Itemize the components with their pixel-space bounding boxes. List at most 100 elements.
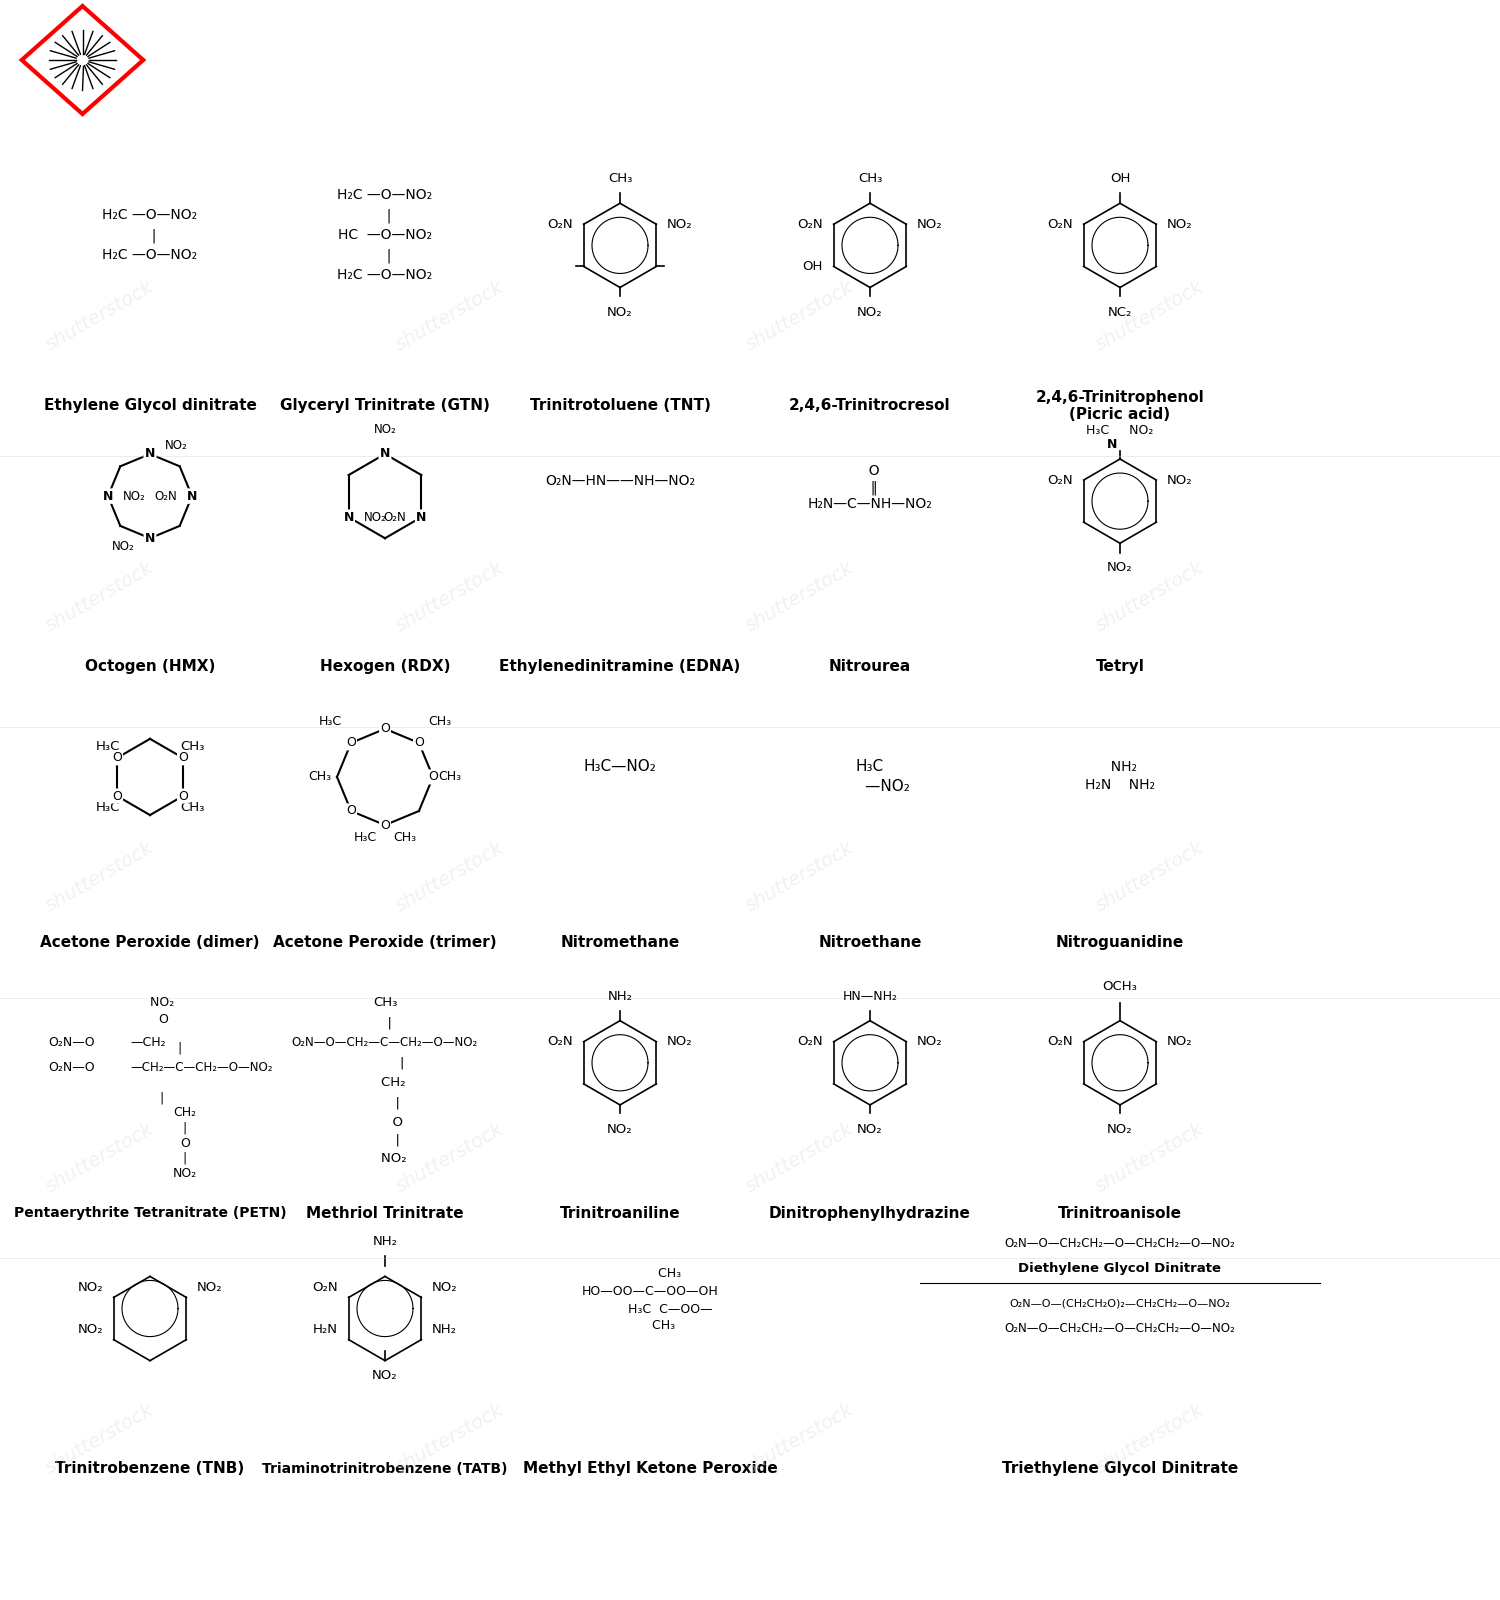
Text: NO₂: NO₂ xyxy=(856,1123,883,1136)
Text: Octogen (HMX): Octogen (HMX) xyxy=(86,659,214,674)
Text: —CH₂: —CH₂ xyxy=(130,1037,165,1050)
Text: NO₂: NO₂ xyxy=(196,1282,222,1294)
Text: H₂N—C—NH—NO₂: H₂N—C—NH—NO₂ xyxy=(807,498,933,510)
Text: O: O xyxy=(346,805,355,818)
Text: |: | xyxy=(366,1056,404,1069)
Text: NO₂: NO₂ xyxy=(1167,474,1192,486)
Text: Nitromethane: Nitromethane xyxy=(561,934,680,950)
Text: NO₂: NO₂ xyxy=(363,1152,407,1165)
Text: NO₂: NO₂ xyxy=(78,1282,104,1294)
Text: O₂N: O₂N xyxy=(312,1282,338,1294)
Polygon shape xyxy=(21,6,144,114)
Text: N: N xyxy=(416,510,426,523)
Text: shutterstock: shutterstock xyxy=(393,277,507,354)
Text: Acetone Peroxide (dimer): Acetone Peroxide (dimer) xyxy=(40,934,260,950)
Text: H₂N: H₂N xyxy=(314,1323,338,1336)
Text: HC  —O—NO₂: HC —O—NO₂ xyxy=(338,229,432,242)
Text: CH₂: CH₂ xyxy=(364,1077,405,1090)
Text: O₂N: O₂N xyxy=(154,490,177,502)
Text: N: N xyxy=(344,510,354,523)
Text: Nitroethane: Nitroethane xyxy=(819,934,921,950)
Text: O₂N: O₂N xyxy=(1047,1035,1072,1048)
Text: Triaminotrinitrobenzene (TATB): Triaminotrinitrobenzene (TATB) xyxy=(262,1462,507,1475)
Text: shutterstock: shutterstock xyxy=(1092,277,1208,354)
Text: IMAGE ID: 332624711: IMAGE ID: 332624711 xyxy=(1275,1550,1412,1563)
Text: shutterstock: shutterstock xyxy=(1092,1400,1208,1477)
Text: NO₂: NO₂ xyxy=(916,1035,942,1048)
Text: www.shutterstock.com: www.shutterstock.com xyxy=(1275,1578,1418,1592)
Text: |: | xyxy=(370,1133,400,1147)
Text: shutterstock: shutterstock xyxy=(742,277,858,354)
Text: HN—NH₂: HN—NH₂ xyxy=(843,990,897,1003)
Text: O: O xyxy=(414,736,424,749)
Text: ‖: ‖ xyxy=(862,482,877,496)
Text: NH₂: NH₂ xyxy=(608,990,633,1003)
Text: H₃C: H₃C xyxy=(318,715,342,728)
Text: CH₃: CH₃ xyxy=(608,173,631,186)
Text: NO₂: NO₂ xyxy=(668,1035,693,1048)
Text: H₂C —O—NO₂: H₂C —O—NO₂ xyxy=(338,269,432,283)
Text: H₂C —O—NO₂: H₂C —O—NO₂ xyxy=(102,248,198,262)
Text: NO₂: NO₂ xyxy=(608,306,633,318)
Text: H₂C —O—NO₂: H₂C —O—NO₂ xyxy=(338,189,432,202)
Text: O: O xyxy=(380,722,390,736)
Text: O₂N: O₂N xyxy=(1047,218,1072,230)
Text: shutterstock: shutterstock xyxy=(42,558,158,635)
Text: Ethylenedinitramine (EDNA): Ethylenedinitramine (EDNA) xyxy=(500,659,741,674)
Text: NO₂: NO₂ xyxy=(1107,562,1132,574)
Text: Triethylene Glycol Dinitrate: Triethylene Glycol Dinitrate xyxy=(1002,1461,1238,1477)
Text: O₂N: O₂N xyxy=(798,1035,824,1048)
Text: O₂N—O—(CH₂CH₂O)₂—CH₂CH₂—O—NO₂: O₂N—O—(CH₂CH₂O)₂—CH₂CH₂—O—NO₂ xyxy=(1010,1299,1230,1309)
Text: O: O xyxy=(180,1136,190,1149)
Text: shutterstock: shutterstock xyxy=(742,838,858,915)
Text: NC₂: NC₂ xyxy=(1108,306,1132,318)
Text: NO₂: NO₂ xyxy=(363,510,387,523)
Text: O: O xyxy=(178,789,188,803)
Text: |: | xyxy=(136,1091,164,1104)
Text: 2,4,6-Trinitrophenol
(Picric acid): 2,4,6-Trinitrophenol (Picric acid) xyxy=(1035,390,1205,422)
Text: Methyl Ethyl Ketone Peroxide: Methyl Ethyl Ketone Peroxide xyxy=(522,1461,777,1477)
Text: Dinitrophenylhydrazine: Dinitrophenylhydrazine xyxy=(770,1206,970,1221)
Text: OCH₃: OCH₃ xyxy=(1102,979,1137,992)
Text: shutterstock: shutterstock xyxy=(393,558,507,635)
Text: |: | xyxy=(378,208,392,222)
Text: NO₂: NO₂ xyxy=(112,539,135,552)
Text: CH₃: CH₃ xyxy=(393,830,417,843)
Text: O: O xyxy=(112,789,122,803)
Text: Tetryl: Tetryl xyxy=(1095,659,1144,674)
Text: shutterstock: shutterstock xyxy=(42,277,158,354)
Text: O₂N—HN——NH—NO₂: O₂N—HN——NH—NO₂ xyxy=(544,474,694,488)
Text: CH₃: CH₃ xyxy=(180,741,204,754)
Text: shutterstock: shutterstock xyxy=(42,838,158,915)
Text: shutterstock: shutterstock xyxy=(42,1400,158,1477)
Text: shutterstock: shutterstock xyxy=(393,1400,507,1477)
Text: shutterstock: shutterstock xyxy=(742,1400,858,1477)
Text: |: | xyxy=(183,1122,188,1134)
Text: NO₂: NO₂ xyxy=(916,218,942,230)
Text: Hexogen (RDX): Hexogen (RDX) xyxy=(320,659,450,674)
Text: O₂N—O: O₂N—O xyxy=(48,1061,94,1074)
Text: N: N xyxy=(380,448,390,461)
Text: O₂N—O—CH₂CH₂—O—CH₂CH₂—O—NO₂: O₂N—O—CH₂CH₂—O—CH₂CH₂—O—NO₂ xyxy=(1005,1322,1236,1334)
Text: NO₂: NO₂ xyxy=(372,1368,398,1382)
Text: O₂N—O—CH₂—C—CH₂—O—NO₂: O₂N—O—CH₂—C—CH₂—O—NO₂ xyxy=(292,1037,478,1050)
Text: Nitrourea: Nitrourea xyxy=(830,659,910,674)
Text: shutterstock: shutterstock xyxy=(742,558,858,635)
Text: Trinitrobenzene (TNB): Trinitrobenzene (TNB) xyxy=(56,1461,244,1477)
Text: NO₂: NO₂ xyxy=(78,1323,104,1336)
Text: CH₃: CH₃ xyxy=(180,800,204,813)
Text: —CH₂—C—CH₂—O—NO₂: —CH₂—C—CH₂—O—NO₂ xyxy=(130,1061,273,1074)
Text: O: O xyxy=(427,771,438,784)
Text: O: O xyxy=(112,752,122,765)
Text: NO₂: NO₂ xyxy=(1167,218,1192,230)
Text: H₃C: H₃C xyxy=(96,800,120,813)
Text: HO—OO—C—OO—OH: HO—OO—C—OO—OH xyxy=(582,1285,718,1298)
Text: NO₂: NO₂ xyxy=(432,1282,457,1294)
Text: NO₂: NO₂ xyxy=(126,997,174,1010)
Text: NO₂: NO₂ xyxy=(856,306,883,318)
Text: |: | xyxy=(144,229,156,243)
Text: CH₃: CH₃ xyxy=(624,1318,675,1333)
Text: OH: OH xyxy=(802,259,824,274)
Text: O₂N: O₂N xyxy=(798,218,824,230)
Text: O₂N: O₂N xyxy=(1047,474,1072,486)
